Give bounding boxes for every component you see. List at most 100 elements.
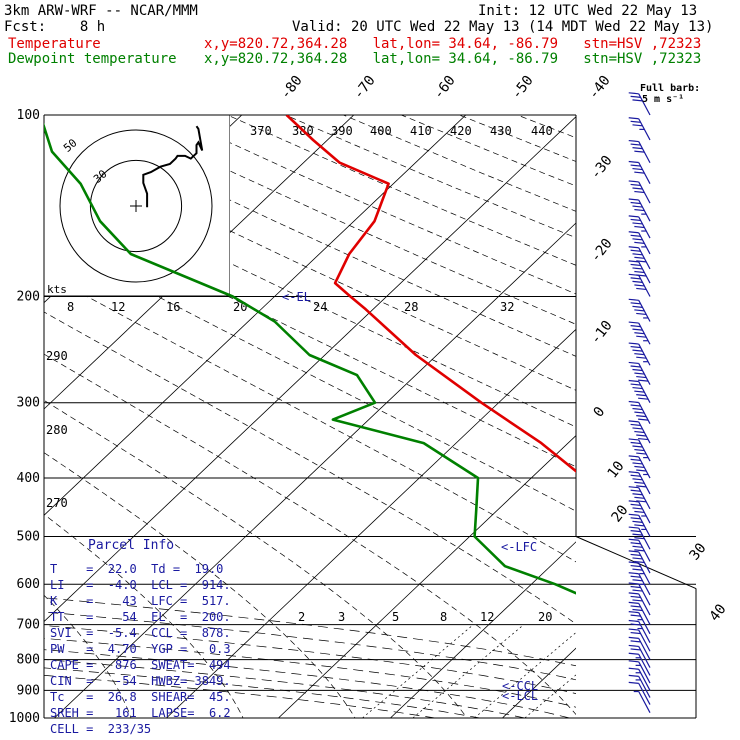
wind-barb-flag	[628, 231, 639, 234]
wind-barb	[628, 601, 651, 625]
wind-barb-flag	[628, 660, 639, 663]
precip-water-scale-label: 8	[67, 300, 74, 314]
wind-barb-flag	[630, 277, 641, 280]
wind-barb-flag	[630, 530, 641, 533]
wind-barb-flag	[636, 335, 647, 338]
wind-barb-flag	[630, 218, 641, 222]
dry-adiabat	[44, 202, 576, 468]
wind-barb-flag	[632, 533, 643, 536]
dry-adiabat	[517, 115, 576, 139]
wind-barb-flag	[634, 537, 645, 540]
wind-barb	[628, 619, 651, 643]
wind-barb-flag	[628, 610, 639, 614]
wind-barb-flag	[632, 579, 643, 582]
pressure-label: 200	[17, 290, 40, 305]
wind-barb-flag	[628, 92, 639, 95]
wind-barb-flag	[632, 427, 643, 430]
wind-barb-flag	[634, 390, 645, 393]
wind-barb	[628, 561, 651, 585]
mixing-ratio-label: 5	[392, 610, 399, 624]
wind-barb	[628, 610, 651, 635]
wind-barb-flag	[634, 208, 645, 212]
wind-barb-flag	[628, 160, 639, 164]
isotherm-line	[502, 647, 576, 718]
wind-barb-flag	[630, 95, 641, 98]
wind-barb-flag	[632, 99, 643, 102]
wind-barb-flag	[628, 572, 639, 575]
wind-barb-flag	[634, 560, 645, 564]
wind-barb-flag	[632, 328, 643, 331]
dry-adiabat	[44, 139, 576, 391]
isotherm-label: 20	[609, 502, 632, 525]
pressure-label: 700	[17, 618, 40, 633]
moist-adiabat	[44, 638, 576, 708]
wind-barb-flag	[634, 256, 645, 259]
wind-barb-flag	[628, 486, 639, 489]
parcel-row: PW = 4.70 YGP = 0.3	[50, 642, 231, 656]
wind-barb-flag	[632, 493, 643, 496]
wind-barb-flag	[630, 345, 641, 349]
wind-barb-flag	[628, 561, 639, 564]
wind-barb-flag	[634, 411, 645, 414]
wind-barb	[628, 636, 651, 660]
precip-water-scale-label: 24	[313, 300, 327, 314]
wind-barb	[628, 674, 651, 698]
wind-barb-flag	[628, 500, 639, 503]
wind-barb	[628, 160, 651, 184]
wind-key-title: Full barb:	[640, 83, 701, 94]
wind-barb-flag	[636, 434, 647, 437]
wind-barb-flag	[630, 201, 641, 205]
wind-barb-flag	[630, 143, 641, 146]
theta-e-label: 430	[490, 124, 512, 138]
wind-barb-flag	[628, 582, 639, 585]
pressure-label: 800	[17, 653, 40, 668]
wind-barb-flag	[632, 147, 643, 150]
valid-time: Valid: 20 UTC Wed 22 May 13 (14 MDT Wed …	[292, 19, 714, 35]
pressure-label: 600	[17, 577, 40, 592]
wind-barb-flag	[630, 325, 641, 328]
wind-barb-flag	[638, 418, 649, 421]
parcel-row: TT = 54 EL = 200.	[50, 610, 231, 624]
wind-barb-flag	[634, 510, 645, 514]
wind-barb	[628, 215, 651, 239]
wind-barb-flag	[630, 263, 641, 267]
wind-barb	[628, 231, 651, 255]
dry-adiabat	[44, 236, 576, 512]
wind-barb	[628, 513, 651, 537]
wind-barb	[628, 550, 651, 574]
wind-barb	[628, 667, 651, 691]
wind-barb-flag	[632, 267, 643, 270]
wind-barb-flag	[636, 500, 647, 503]
wind-barb-flag	[630, 575, 641, 578]
hodograph-ring	[59, 129, 213, 283]
wind-barb-flag	[628, 644, 639, 648]
wind-barb-flag	[634, 171, 645, 174]
mixing-ratio-label: 20	[538, 610, 552, 624]
wind-barb-flag	[634, 372, 645, 375]
diagram-grid	[44, 115, 740, 718]
wind-barb-staff	[638, 683, 651, 705]
theta-e-label: 420	[450, 124, 472, 138]
wind-barb-flag	[634, 465, 645, 469]
wind-barb-flag	[630, 120, 641, 123]
wind-barb-flag	[636, 452, 647, 455]
wind-barb-flag	[628, 526, 639, 529]
wind-barb-flag	[638, 379, 649, 382]
wind-barb-flag	[634, 284, 645, 287]
wind-barb-flag	[632, 187, 643, 190]
wind-barb	[628, 438, 651, 462]
wind-barb	[628, 538, 651, 562]
wind-barb-flag	[630, 489, 641, 492]
isotherm-label: -50	[509, 73, 537, 103]
isotherm-line	[54, 222, 576, 718]
wind-barb-flag	[632, 305, 643, 308]
wind-barb-flag	[628, 321, 639, 324]
wind-barb-flag	[630, 623, 641, 626]
wind-barb-flag	[634, 430, 645, 434]
wind-barb	[628, 342, 651, 366]
isotherm-line	[726, 115, 740, 718]
wind-barb-flag	[636, 312, 647, 316]
wind-barb	[628, 628, 651, 652]
